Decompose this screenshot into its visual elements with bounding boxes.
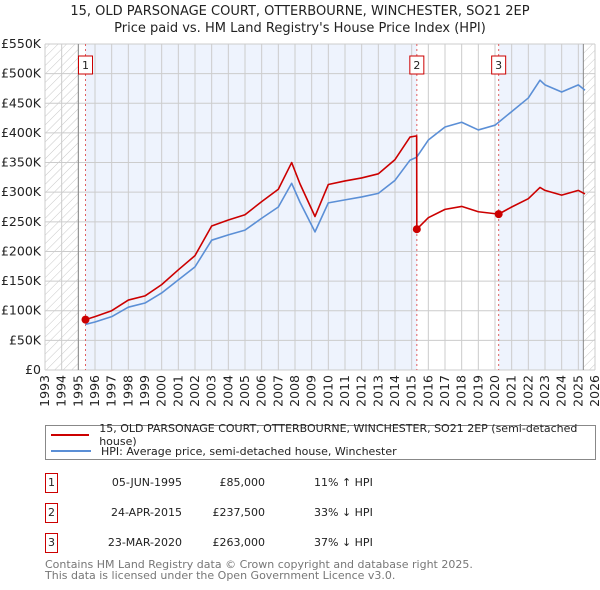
y-tick-label: £150K	[1, 273, 42, 288]
x-tick-label: 2000	[154, 375, 169, 407]
x-tick-label: 2012	[354, 375, 369, 407]
transaction-number: 1	[45, 473, 58, 493]
x-tick-label: 2006	[254, 375, 269, 407]
transaction-price: £85,000	[219, 476, 266, 489]
x-tick-label: 2020	[487, 375, 502, 407]
transaction-number: 2	[45, 503, 58, 523]
sale-label-box	[409, 55, 425, 75]
x-tick-label: 2017	[437, 375, 452, 407]
sale-label: 2	[413, 59, 420, 72]
x-tick-label: 1993	[37, 375, 52, 407]
sale-label: 1	[82, 59, 89, 72]
footer-line-1: Contains HM Land Registry data © Crown c…	[45, 558, 473, 571]
legend-swatch-property	[51, 434, 90, 436]
transaction-date: 24-APR-2015	[110, 506, 182, 519]
chart-subtitle: Price paid vs. HM Land Registry's House …	[114, 21, 486, 36]
transaction-date: 23-MAR-2020	[107, 536, 182, 549]
x-tick-label: 2003	[204, 375, 219, 407]
y-tick-label: £300K	[1, 184, 42, 199]
y-tick-label: £500K	[1, 66, 42, 81]
sale-label-box	[491, 55, 507, 75]
sale-point	[412, 225, 421, 234]
y-tick-label: £100K	[1, 303, 42, 318]
x-tick-label: 1995	[70, 375, 85, 407]
legend-label-hpi: HPI: Average price, semi-detached house,…	[101, 444, 397, 458]
x-tick-label: 2014	[387, 375, 402, 407]
transaction-hpi-diff: 33% ↓ HPI	[314, 506, 373, 519]
x-tick-label: 2024	[554, 375, 569, 407]
x-tick-label: 2008	[287, 375, 302, 407]
transaction-price: £263,000	[212, 536, 266, 549]
x-tick-label: 1998	[120, 375, 135, 407]
footer-line-2: This data is licensed under the Open Gov…	[45, 569, 396, 582]
x-tick-label: 2025	[570, 375, 585, 407]
legend-swatch-hpi	[51, 450, 91, 452]
footer: Contains HM Land Registry data © Crown c…	[45, 559, 473, 581]
hpi-line	[85, 79, 586, 326]
x-tick-label: 2002	[187, 375, 202, 407]
x-tick-label: 2022	[520, 375, 535, 407]
chart-title: 15, OLD PARSONAGE COURT, OTTERBOURNE, WI…	[70, 4, 529, 19]
x-tick-label: 2007	[270, 375, 285, 407]
transaction-number: 3	[45, 533, 58, 553]
transaction-date: 05-JUN-1995	[111, 476, 182, 489]
x-tick-label: 2015	[404, 375, 419, 407]
y-tick-label: £250K	[1, 214, 42, 229]
x-tick-label: 1996	[87, 375, 102, 407]
y-tick-label: £450K	[1, 95, 42, 110]
transaction-price: £237,500	[212, 506, 266, 519]
y-tick-label: £200K	[1, 243, 42, 258]
x-tick-label: 2010	[320, 375, 335, 407]
y-tick-label: £50K	[9, 332, 42, 347]
property-price-line	[85, 135, 586, 321]
price-chart: 15, OLD PARSONAGE COURT, OTTERBOURNE, WI…	[1, 4, 600, 407]
sale-point	[494, 210, 503, 219]
sale-label-box	[78, 55, 93, 75]
x-tick-label: 1999	[137, 375, 152, 407]
legend-item-hpi: HPI: Average price, semi-detached house,…	[51, 443, 397, 459]
x-tick-label: 2026	[587, 375, 600, 407]
no-data-hatch	[583, 44, 595, 370]
legend: 15, OLD PARSONAGE COURT, OTTERBOURNE, WI…	[45, 422, 596, 460]
shaded-band	[85, 44, 417, 370]
x-tick-label: 2018	[454, 375, 469, 407]
x-tick-label: 2019	[470, 375, 485, 407]
transaction-hpi-diff: 37% ↓ HPI	[314, 536, 373, 549]
x-tick-label: 2011	[337, 375, 352, 407]
x-tick-label: 2023	[537, 375, 552, 407]
x-tick-label: 2021	[504, 375, 519, 407]
sale-label: 3	[495, 59, 502, 72]
y-tick-label: £550K	[1, 36, 42, 51]
legend-label-property: 15, OLD PARSONAGE COURT, OTTERBOURNE, WI…	[99, 422, 578, 448]
sale-point	[81, 315, 90, 324]
y-tick-label: £0	[25, 362, 41, 377]
x-tick-label: 2005	[237, 375, 252, 407]
x-tick-label: 2013	[370, 375, 385, 407]
x-tick-label: 2004	[220, 375, 235, 407]
x-tick-label: 1997	[104, 375, 119, 407]
y-tick-label: £350K	[1, 155, 42, 170]
legend-item-property: 15, OLD PARSONAGE COURT, OTTERBOURNE, WI…	[51, 422, 595, 448]
x-tick-label: 2016	[420, 375, 435, 407]
x-tick-label: 1994	[54, 375, 69, 407]
transaction-hpi-diff: 11% ↑ HPI	[314, 476, 373, 489]
x-tick-label: 2009	[304, 375, 319, 407]
y-tick-label: £400K	[1, 125, 42, 140]
x-tick-label: 2001	[170, 375, 185, 407]
